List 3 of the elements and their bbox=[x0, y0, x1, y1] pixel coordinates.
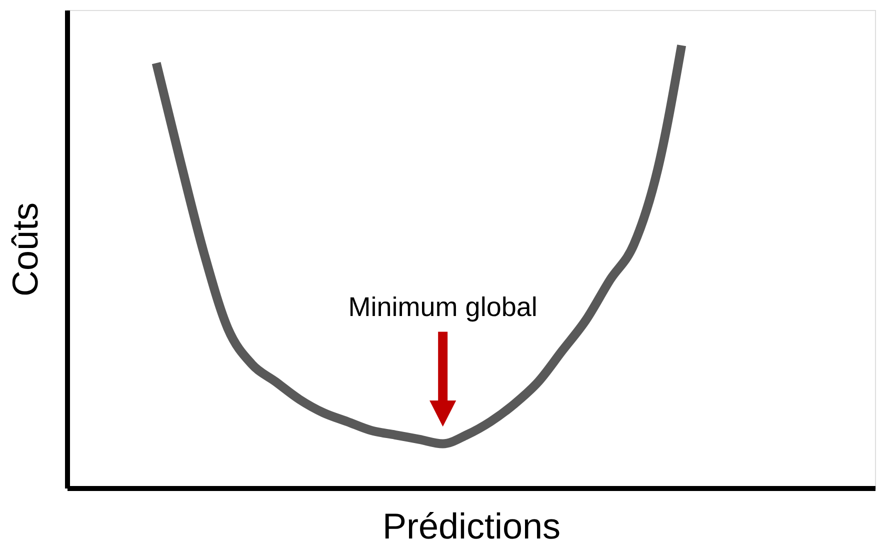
y-axis-title: Coûts bbox=[4, 202, 46, 297]
x-axis-title: Prédictions bbox=[382, 506, 561, 546]
annotation: Minimum global bbox=[348, 292, 538, 322]
